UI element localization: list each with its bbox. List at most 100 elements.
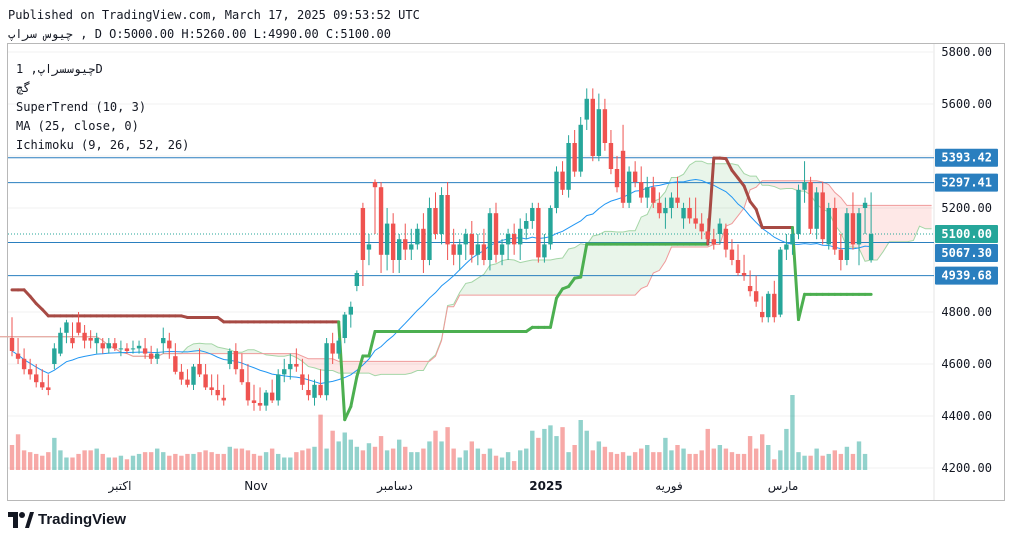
candle-body[interactable]: [215, 390, 220, 396]
candle-body[interactable]: [620, 150, 626, 203]
candle-body[interactable]: [747, 286, 753, 292]
candle-body[interactable]: [82, 332, 87, 341]
candle-body[interactable]: [753, 291, 759, 302]
candle-body[interactable]: [778, 249, 783, 315]
candle-body[interactable]: [118, 348, 124, 350]
candle-body[interactable]: [397, 239, 402, 260]
candle-body[interactable]: [318, 384, 323, 396]
candle-body[interactable]: [584, 98, 589, 120]
candle-body[interactable]: [651, 187, 656, 203]
candle-body[interactable]: [173, 356, 178, 372]
candle-body[interactable]: [58, 332, 63, 354]
candle-body[interactable]: [820, 192, 825, 240]
candle-body[interactable]: [155, 353, 160, 359]
candle-body[interactable]: [21, 358, 27, 370]
candle-body[interactable]: [27, 369, 33, 375]
candle-body[interactable]: [614, 169, 620, 188]
candle-body[interactable]: [542, 244, 547, 258]
candle-body[interactable]: [463, 234, 468, 245]
candle-body[interactable]: [687, 208, 692, 219]
candle-body[interactable]: [511, 234, 517, 245]
candle-body[interactable]: [657, 202, 662, 214]
candle-body[interactable]: [499, 244, 505, 255]
ichimoku-legend[interactable]: Ichimoku (9, 26, 52, 26): [16, 138, 190, 152]
candle-body[interactable]: [868, 234, 874, 260]
candle-body[interactable]: [294, 364, 299, 367]
candle-body[interactable]: [427, 208, 432, 260]
candle-body[interactable]: [850, 213, 856, 245]
candle-body[interactable]: [862, 202, 868, 208]
candle-body[interactable]: [475, 244, 481, 255]
candle-body[interactable]: [590, 98, 595, 156]
candle-body[interactable]: [632, 171, 638, 182]
candle-body[interactable]: [675, 197, 680, 203]
symbol-legend[interactable]: چیوسسراپ, 1D: [16, 62, 103, 76]
candle-body[interactable]: [409, 244, 414, 250]
candle-body[interactable]: [227, 351, 232, 364]
ma-legend[interactable]: MA (25, close, 0): [16, 119, 139, 133]
candle-body[interactable]: [9, 338, 15, 351]
candle-body[interactable]: [336, 340, 341, 354]
candle-body[interactable]: [106, 343, 111, 349]
candle-body[interactable]: [814, 192, 819, 229]
candle-body[interactable]: [639, 182, 644, 198]
candle-body[interactable]: [790, 234, 795, 245]
candle-body[interactable]: [324, 343, 329, 396]
candle-body[interactable]: [372, 182, 378, 188]
candle-body[interactable]: [433, 208, 438, 234]
candle-body[interactable]: [729, 249, 735, 260]
candle-body[interactable]: [717, 223, 723, 234]
candle-body[interactable]: [46, 387, 51, 390]
candle-body[interactable]: [330, 343, 335, 354]
candle-body[interactable]: [167, 340, 172, 349]
candle-body[interactable]: [832, 208, 837, 250]
candle-body[interactable]: [269, 392, 275, 401]
candle-body[interactable]: [681, 208, 686, 219]
candle-body[interactable]: [300, 374, 305, 385]
candle-body[interactable]: [403, 239, 408, 250]
candle-body[interactable]: [548, 208, 553, 245]
candle-body[interactable]: [560, 171, 565, 190]
candle-body[interactable]: [626, 171, 632, 203]
candle-body[interactable]: [70, 338, 75, 344]
candle-body[interactable]: [741, 273, 747, 276]
candle-body[interactable]: [838, 249, 844, 260]
candle-body[interactable]: [536, 208, 541, 258]
candle-body[interactable]: [699, 223, 704, 232]
candle-body[interactable]: [487, 213, 493, 260]
candle-body[interactable]: [384, 223, 390, 255]
candle-body[interactable]: [366, 244, 372, 250]
candle-body[interactable]: [191, 366, 196, 385]
candle-body[interactable]: [112, 343, 118, 349]
candle-body[interactable]: [34, 374, 39, 383]
candle-body[interactable]: [796, 189, 801, 234]
candle-body[interactable]: [802, 182, 807, 190]
candle-body[interactable]: [766, 293, 771, 318]
candle-body[interactable]: [693, 218, 698, 224]
supertrend-legend[interactable]: SuperTrend (10, 3): [16, 100, 147, 114]
candle-body[interactable]: [179, 371, 184, 380]
candle-body[interactable]: [52, 348, 57, 364]
candle-body[interactable]: [288, 364, 293, 370]
candle-body[interactable]: [451, 244, 456, 255]
candle-body[interactable]: [245, 382, 251, 401]
candle-body[interactable]: [233, 351, 239, 370]
candle-body[interactable]: [493, 213, 499, 255]
candle-body[interactable]: [100, 343, 105, 349]
candle-body[interactable]: [572, 143, 577, 172]
candle-body[interactable]: [239, 369, 245, 383]
candle-body[interactable]: [197, 364, 202, 375]
candle-body[interactable]: [360, 208, 366, 260]
candle-body[interactable]: [602, 109, 608, 143]
candle-body[interactable]: [136, 345, 142, 349]
candle-body[interactable]: [530, 208, 535, 221]
candle-body[interactable]: [161, 338, 166, 344]
candle-body[interactable]: [760, 312, 765, 318]
candle-body[interactable]: [421, 228, 426, 260]
candle-body[interactable]: [378, 187, 384, 255]
candle-body[interactable]: [723, 228, 729, 250]
candle-body[interactable]: [415, 228, 420, 245]
candle-body[interactable]: [390, 223, 396, 260]
candle-body[interactable]: [203, 374, 208, 388]
